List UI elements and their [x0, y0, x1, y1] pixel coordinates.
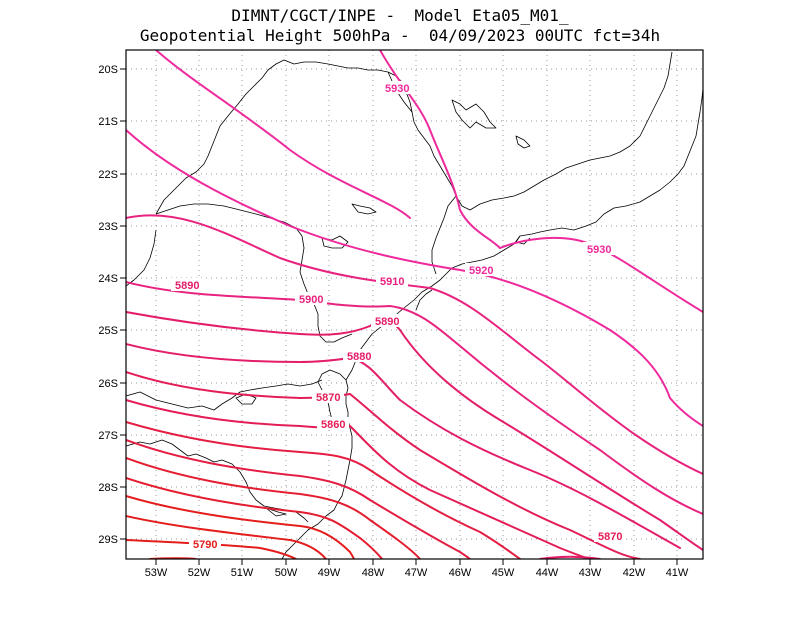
lat-label: 22S	[98, 169, 118, 181]
contour-label: 5860	[321, 419, 345, 431]
lat-label: 21S	[98, 116, 118, 128]
lat-label: 26S	[98, 378, 118, 390]
lon-label: 53W	[145, 567, 168, 579]
lat-label: 24S	[98, 273, 118, 285]
lon-label: 44W	[536, 567, 559, 579]
contour-label: 5870	[598, 531, 622, 543]
contour-5880	[126, 344, 680, 548]
contour-label: 5900	[299, 294, 323, 306]
lon-label: 52W	[188, 567, 211, 579]
lon-label: 42W	[623, 567, 646, 579]
contour-label: 5890	[375, 316, 399, 328]
lat-label: 27S	[98, 430, 118, 442]
contour-5850	[126, 422, 520, 559]
contour-label: 5880	[347, 351, 371, 363]
contour-label: 5870	[316, 392, 340, 404]
lon-label: 47W	[405, 567, 428, 579]
lat-label: 25S	[98, 325, 118, 337]
contour-label: 5790	[193, 539, 217, 551]
lon-label: 51W	[231, 567, 254, 579]
contour-5800	[126, 516, 326, 559]
coastline-and-borders	[126, 52, 703, 559]
map-frame	[126, 50, 703, 559]
map-canvas: 5930 5930 5920 5910 5900 5890 5890 5880 …	[0, 0, 800, 618]
contour-5870	[126, 372, 640, 559]
lon-label: 50W	[275, 567, 298, 579]
contour-label: 5920	[469, 265, 493, 277]
lat-label: 20S	[98, 64, 118, 76]
contour-label: 5930	[587, 244, 611, 256]
contour-label: 5910	[380, 276, 404, 288]
lat-label: 29S	[98, 534, 118, 546]
lon-label: 45W	[492, 567, 515, 579]
contour-5930a	[380, 50, 500, 248]
lon-label: 41W	[666, 567, 689, 579]
contour-5940	[156, 50, 410, 218]
lon-label: 43W	[579, 567, 602, 579]
lat-lon-grid	[126, 50, 703, 559]
lat-label: 23S	[98, 221, 118, 233]
contour-5900	[126, 282, 703, 514]
lon-label: 48W	[362, 567, 385, 579]
contour-label: 5930	[385, 83, 409, 95]
contour-5860	[126, 400, 590, 559]
lon-label: 49W	[318, 567, 341, 579]
contour-label: 5890	[175, 280, 199, 292]
lat-label: 28S	[98, 482, 118, 494]
geopotential-contours	[126, 50, 703, 559]
lon-label: 46W	[449, 567, 472, 579]
